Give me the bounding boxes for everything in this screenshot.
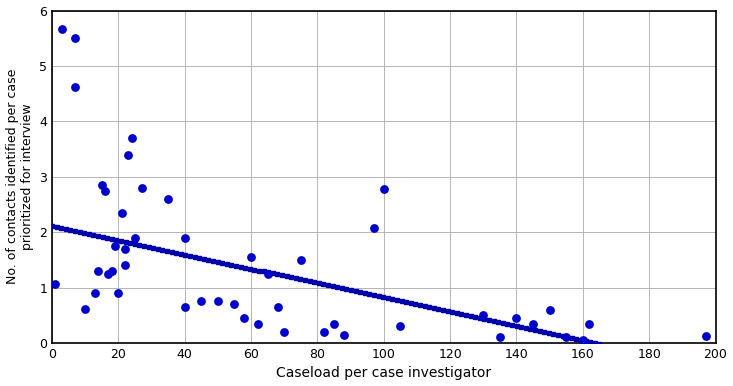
Point (544, 307, 556, 313)
Point (112, 290, 124, 296)
Point (229, 301, 240, 307)
Point (70, 84, 81, 90)
Point (79, 306, 91, 312)
Point (129, 235, 141, 241)
Point (179, 304, 191, 310)
Point (700, 333, 712, 339)
Point (477, 312, 489, 318)
Point (96, 182, 108, 188)
Point (99, 188, 111, 194)
Point (378, 186, 390, 192)
Point (116, 210, 128, 216)
Point (318, 329, 330, 335)
Point (119, 246, 130, 252)
Point (511, 315, 523, 321)
Point (527, 320, 539, 327)
Point (245, 254, 257, 260)
Point (122, 152, 134, 158)
Point (279, 329, 290, 335)
Point (103, 271, 114, 277)
Point (238, 315, 250, 321)
Point (70, 35, 81, 41)
Point (560, 334, 572, 340)
Point (368, 225, 380, 231)
Point (583, 320, 595, 327)
Point (56, 26, 67, 32)
Point (136, 185, 147, 191)
Point (577, 337, 589, 343)
Point (49, 281, 61, 287)
Point (109, 243, 121, 249)
Point (179, 235, 191, 241)
Point (295, 257, 306, 263)
Point (196, 298, 207, 305)
Point (89, 290, 101, 296)
Point (262, 271, 273, 277)
Point (119, 262, 130, 269)
Point (212, 298, 224, 305)
Point (126, 135, 138, 141)
X-axis label: Caseload per case investigator: Caseload per case investigator (276, 366, 491, 381)
Point (494, 334, 506, 340)
Point (328, 320, 340, 327)
Point (106, 268, 117, 274)
Point (92, 268, 104, 274)
Point (162, 196, 174, 202)
Y-axis label: No. of contacts identified per case
prioritized for interview: No. of contacts identified per case prio… (6, 69, 34, 284)
Point (272, 304, 284, 310)
Point (252, 320, 264, 327)
Point (338, 332, 350, 338)
Point (394, 323, 406, 330)
